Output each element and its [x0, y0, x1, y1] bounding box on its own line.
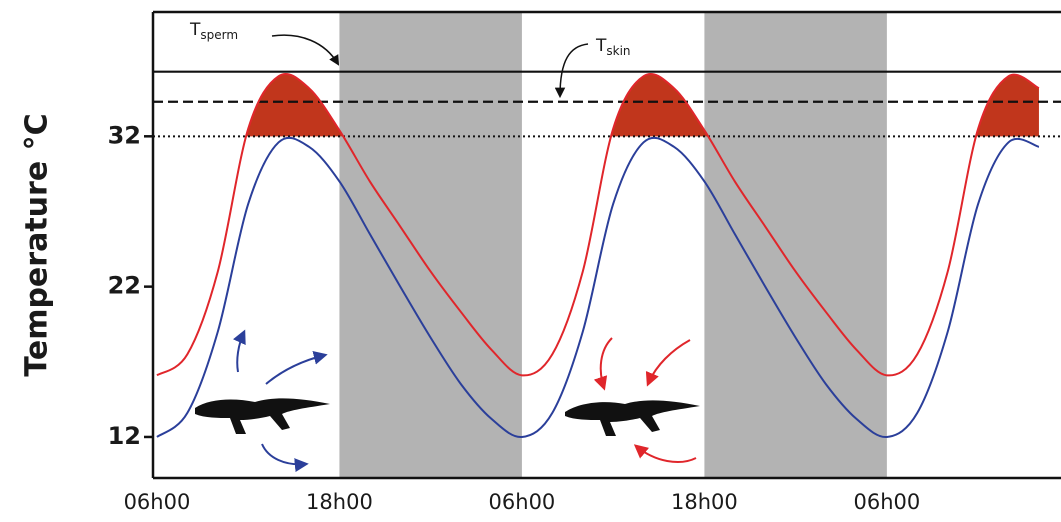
heat-arrow [261, 443, 309, 473]
temperature-line [156, 72, 1040, 377]
heat-arrow [232, 329, 246, 373]
night-band [704, 12, 887, 478]
reference-label-sub: sperm [200, 28, 238, 42]
night-band [339, 12, 522, 478]
temperature-line [156, 136, 1040, 438]
heat-arrow [633, 444, 697, 463]
annotation-arrow [271, 34, 340, 66]
reference-label: Tskin [595, 36, 631, 58]
heat-arrow [265, 350, 328, 385]
lizard-silhouette [565, 400, 700, 436]
plot-lines [153, 70, 1061, 438]
x-tick-label: 06h00 [124, 490, 191, 514]
x-tick-label: 06h00 [853, 490, 920, 514]
decorations [195, 34, 700, 473]
y-axis-label: Temperature °C [20, 113, 55, 376]
reference-label-main: T [189, 20, 201, 40]
x-tick-label: 18h00 [306, 490, 373, 514]
night-bands [339, 12, 887, 478]
reference-label-main: T [595, 36, 607, 56]
heat-arrow [593, 337, 613, 391]
y-tick-label: 32 [108, 121, 141, 149]
lizard-silhouette [195, 398, 330, 434]
reference-label-sub: skin [606, 44, 630, 58]
reference-label: Tsperm [189, 20, 238, 42]
annotation-arrow [554, 43, 589, 99]
y-tick-label: 12 [108, 422, 141, 450]
exceedance-fill [246, 73, 1039, 137]
x-tick-label: 18h00 [671, 490, 738, 514]
heat-arrow [645, 339, 691, 387]
y-tick-label: 22 [108, 272, 141, 300]
x-tick-label: 06h00 [489, 490, 556, 514]
axes-frame [151, 10, 1061, 480]
